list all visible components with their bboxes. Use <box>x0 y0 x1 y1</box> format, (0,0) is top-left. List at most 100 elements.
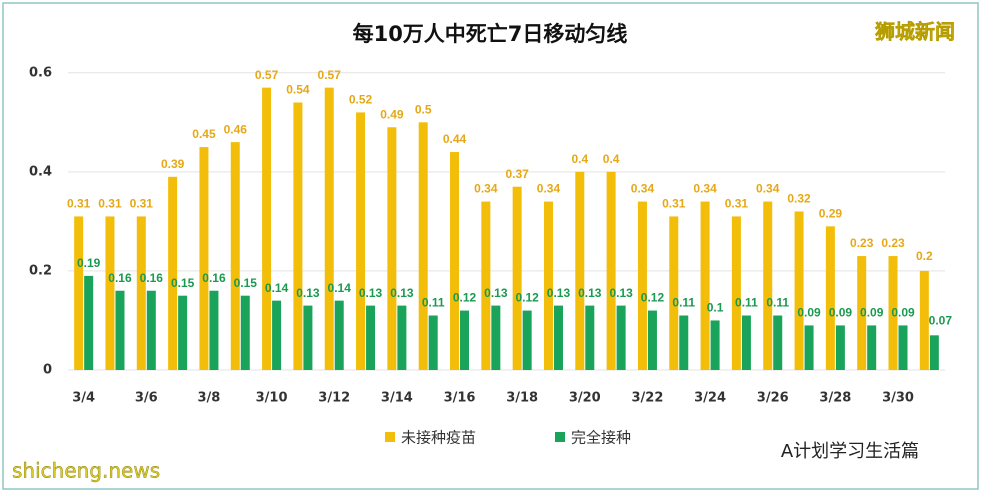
bar <box>428 315 438 370</box>
value-label: 0.09 <box>829 306 853 320</box>
bar <box>356 112 366 371</box>
bar <box>178 295 188 370</box>
legend-swatch <box>555 432 565 442</box>
value-label: 0.13 <box>359 286 383 300</box>
value-label: 0.34 <box>756 182 780 196</box>
bar <box>679 315 689 370</box>
legend-swatch <box>385 432 395 442</box>
bar <box>136 216 146 370</box>
bar <box>606 171 616 370</box>
value-label: 0.16 <box>140 271 164 285</box>
bar <box>616 305 626 370</box>
x-tick-label: 3/18 <box>506 391 538 406</box>
value-label: 0.34 <box>631 182 655 196</box>
x-tick-label: 3/6 <box>135 391 158 406</box>
bar <box>334 300 344 370</box>
bar <box>324 87 334 370</box>
value-label: 0.31 <box>662 197 686 211</box>
bar <box>888 256 898 370</box>
value-label: 0.19 <box>77 256 101 270</box>
bar <box>418 122 428 370</box>
account-watermark: A计划学习生活篇 <box>781 441 919 462</box>
bar <box>647 310 657 370</box>
bar <box>397 305 407 370</box>
value-label: 0.2 <box>916 249 933 263</box>
bar <box>460 310 470 370</box>
value-label: 0.39 <box>161 157 185 171</box>
bar <box>387 127 397 370</box>
value-label: 0.12 <box>641 291 665 305</box>
legend-label: 完全接种 <box>571 429 631 447</box>
bar <box>763 201 773 370</box>
x-tick-label: 3/4 <box>72 391 95 406</box>
bar <box>543 201 553 370</box>
x-tick-label: 3/22 <box>632 391 664 406</box>
value-label: 0.31 <box>67 197 91 211</box>
bar <box>209 290 219 370</box>
bar <box>199 147 209 370</box>
bar <box>450 152 460 370</box>
value-label: 0.13 <box>296 286 320 300</box>
bar <box>585 305 595 370</box>
value-label: 0.15 <box>234 276 258 290</box>
value-label: 0.29 <box>819 207 843 221</box>
value-label: 0.31 <box>725 197 749 211</box>
bar <box>230 142 240 370</box>
value-label: 0.23 <box>850 236 874 250</box>
value-label: 0.54 <box>286 83 310 97</box>
legend-label: 未接种疫苗 <box>401 429 476 447</box>
value-label: 0.13 <box>390 286 414 300</box>
value-label: 0.23 <box>881 236 905 250</box>
value-label: 0.57 <box>318 68 342 82</box>
x-tick-label: 3/24 <box>694 391 726 406</box>
bar <box>272 300 282 370</box>
bar <box>835 325 845 370</box>
value-label: 0.37 <box>505 167 529 181</box>
bar <box>741 315 751 370</box>
bar <box>575 171 585 370</box>
value-label: 0.16 <box>108 271 132 285</box>
value-label: 0.32 <box>787 192 811 206</box>
bar <box>146 290 156 370</box>
value-label: 0.31 <box>98 197 122 211</box>
brand-watermark: 狮城新闻 <box>875 20 955 44</box>
y-tick-label: 0.2 <box>29 263 52 278</box>
y-tick-label: 0 <box>43 363 52 378</box>
bar <box>512 186 522 370</box>
value-label: 0.34 <box>474 182 498 196</box>
value-label: 0.11 <box>672 296 695 310</box>
bar <box>115 290 125 370</box>
bar <box>867 325 877 370</box>
bar <box>293 102 303 370</box>
x-tick-label: 3/28 <box>819 391 851 406</box>
value-label: 0.49 <box>380 107 404 121</box>
bar <box>794 211 804 370</box>
x-tick-label: 3/8 <box>198 391 221 406</box>
value-label: 0.4 <box>603 152 620 166</box>
bar <box>669 216 679 370</box>
x-tick-label: 3/26 <box>757 391 789 406</box>
bar <box>857 256 867 370</box>
value-label: 0.12 <box>453 291 477 305</box>
value-label: 0.09 <box>797 306 821 320</box>
bar <box>366 305 376 370</box>
bar <box>731 216 741 370</box>
value-label: 0.11 <box>735 296 758 310</box>
value-label: 0.09 <box>891 306 915 320</box>
bar <box>929 335 939 370</box>
value-label: 0.11 <box>422 296 445 310</box>
bar <box>522 310 532 370</box>
y-tick-label: 0.4 <box>29 164 52 179</box>
value-label: 0.13 <box>578 286 602 300</box>
bar <box>481 201 491 370</box>
bar <box>105 216 115 370</box>
bar <box>773 315 783 370</box>
value-label: 0.13 <box>547 286 571 300</box>
value-label: 0.12 <box>515 291 539 305</box>
x-tick-label: 3/30 <box>882 391 914 406</box>
bar <box>491 305 501 370</box>
site-watermark: shicheng.news <box>12 459 160 483</box>
x-tick-label: 3/10 <box>256 391 288 406</box>
bar <box>898 325 908 370</box>
value-label: 0.34 <box>537 182 561 196</box>
